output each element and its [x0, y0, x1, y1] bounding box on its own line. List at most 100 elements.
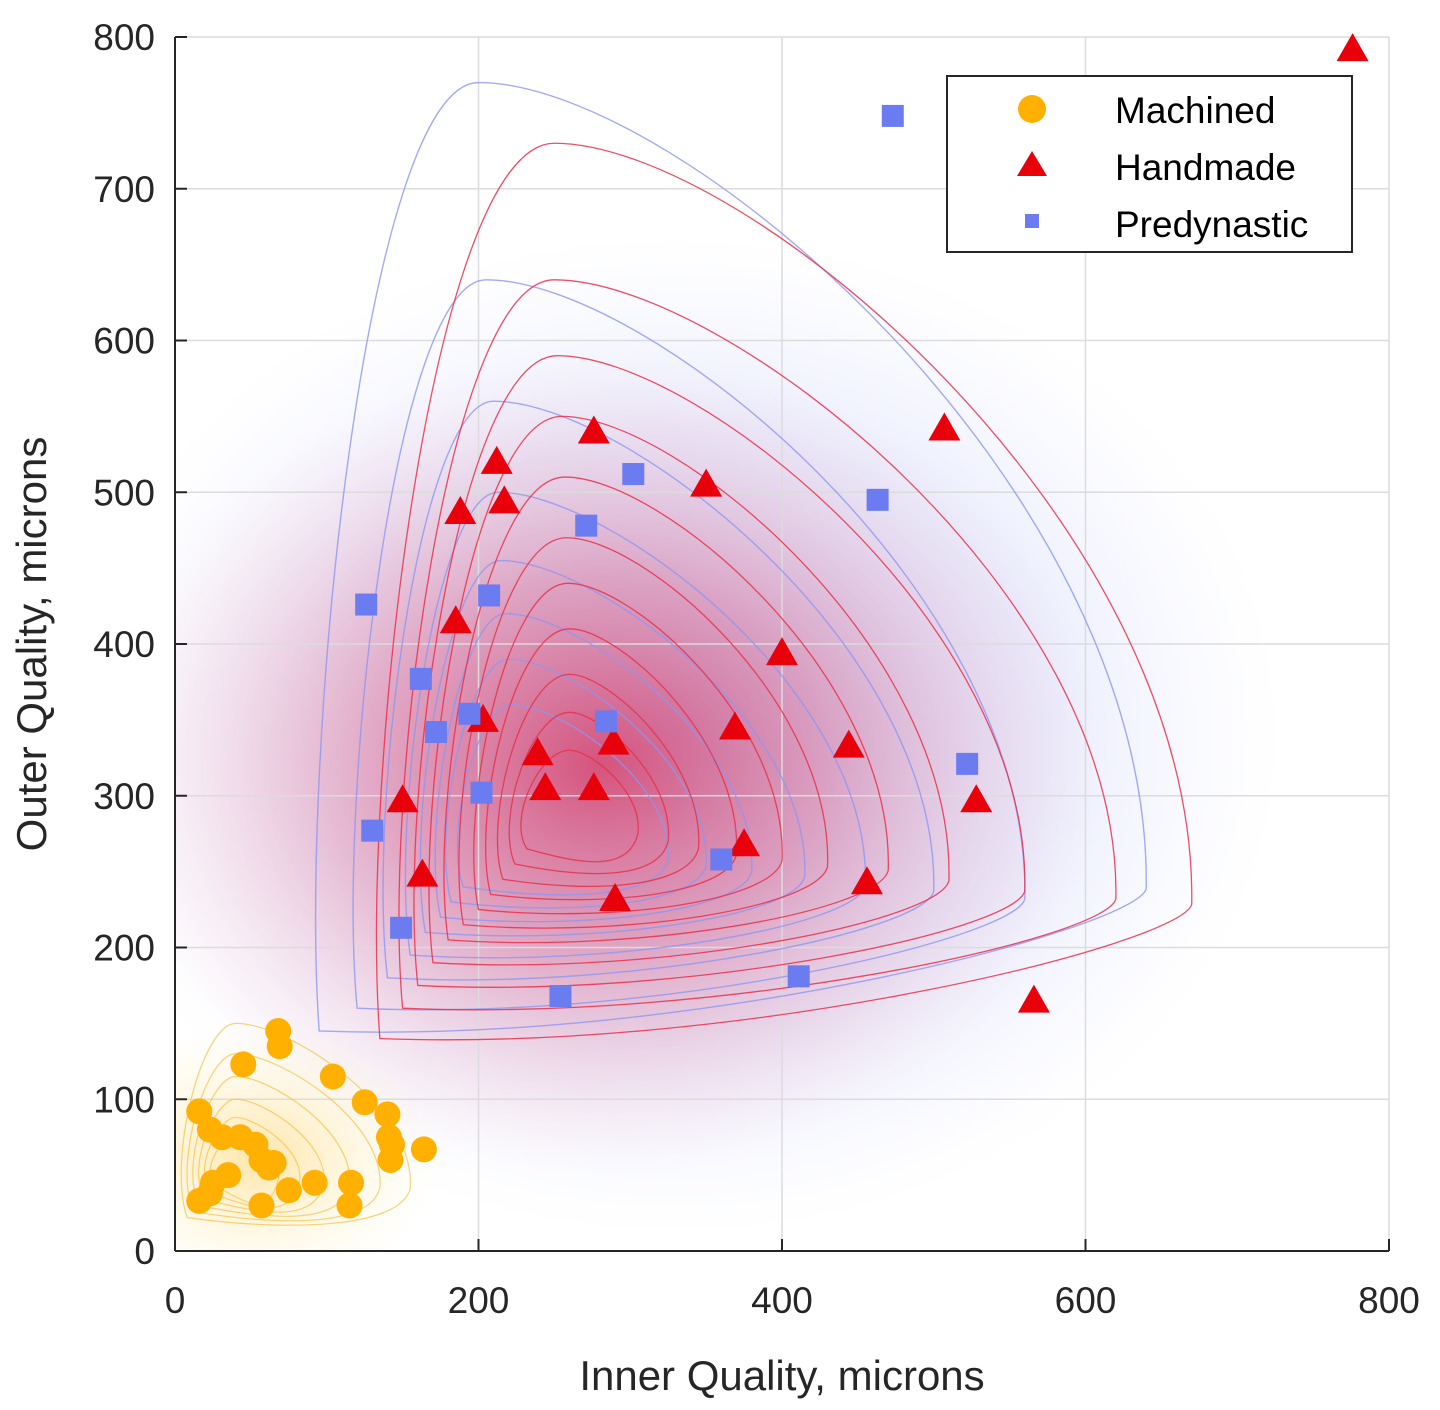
handmade-point [444, 495, 477, 524]
predynastic-point [710, 848, 733, 871]
handmade-contour [496, 673, 700, 887]
predynastic-contour [434, 612, 753, 923]
handmade-point [690, 468, 723, 497]
predynastic-contour [404, 491, 867, 959]
handmade-point [529, 772, 562, 801]
handmade-point [599, 882, 632, 911]
legend: Machined Handmade Predynastic [946, 75, 1353, 253]
machined-point [230, 1051, 257, 1078]
x-tick-label: 400 [751, 1280, 813, 1321]
predynastic-contour [382, 400, 935, 981]
x-axis-label: Inner Quality, microns [579, 1352, 984, 1399]
y-axis-label: Outer Quality, microns [8, 437, 55, 852]
machined-point [338, 1169, 365, 1196]
legend-label-predynastic: Predynastic [1115, 204, 1308, 245]
machined-point [374, 1101, 401, 1128]
y-tick-label: 0 [134, 1231, 155, 1272]
machined-point [260, 1149, 287, 1176]
handmade-point [960, 784, 993, 813]
handmade-point [467, 703, 500, 732]
machined-point [377, 1146, 404, 1173]
handmade-contour [413, 355, 1026, 988]
y-tick-label: 400 [93, 624, 155, 665]
handmade-point [488, 485, 521, 514]
handmade-point [928, 412, 961, 441]
predynastic-point [361, 819, 384, 842]
predynastic-point [622, 463, 645, 486]
handmade-point [577, 415, 610, 444]
handmade-point [850, 866, 883, 895]
handmade-point [480, 445, 513, 474]
handmade-point [718, 711, 751, 740]
legend-marker-predynastic [1025, 214, 1039, 228]
handmade-point [1017, 984, 1050, 1013]
machined-density [175, 1020, 441, 1251]
machined-point [209, 1124, 236, 1151]
predynastic-point [478, 584, 501, 607]
machined-point [215, 1162, 242, 1189]
machined-point [186, 1187, 213, 1214]
predynastic-point [409, 667, 432, 690]
y-tick-label: 800 [93, 17, 155, 58]
predynastic-point [866, 488, 889, 511]
handmade-point [832, 729, 865, 758]
handmade-point [766, 637, 798, 666]
legend-box [946, 75, 1353, 253]
handmade-contour [458, 537, 829, 929]
handmade-point [597, 726, 630, 755]
predynastic-point [470, 781, 493, 804]
handmade-point [577, 772, 610, 801]
machined-point [319, 1063, 346, 1090]
handmade-point [728, 828, 761, 857]
handmade-point [521, 737, 554, 766]
handmade-point [386, 784, 419, 813]
predynastic-point [594, 710, 617, 733]
handmade-contour [485, 628, 738, 901]
data-points [186, 33, 1369, 1219]
machined-point [275, 1177, 302, 1204]
predynastic-contour [352, 279, 1026, 1011]
handmade-density [175, 355, 1101, 1176]
predynastic-contour [419, 559, 806, 937]
predynastic-contour [456, 703, 669, 896]
x-tick-label: 200 [448, 1280, 510, 1321]
handmade-point [439, 605, 472, 634]
y-tick-label: 700 [93, 169, 155, 210]
predynastic-point [787, 965, 810, 988]
predynastic-point [956, 752, 979, 775]
machined-point [301, 1169, 328, 1196]
legend-label-machined: Machined [1115, 90, 1275, 131]
machined-point [266, 1033, 293, 1060]
handmade-contour [520, 749, 639, 863]
legend-marker-handmade [1017, 151, 1047, 176]
predynastic-contour [314, 81, 1147, 1033]
predynastic-point [549, 985, 572, 1008]
handmade-contour [508, 711, 669, 875]
x-tick-label: 800 [1358, 1280, 1420, 1321]
predynastic-point [458, 702, 481, 725]
machined-point [351, 1089, 378, 1116]
handmade-contour [398, 279, 1117, 1011]
predynastic-point [575, 514, 598, 537]
predynastic-point [355, 593, 378, 616]
y-tick-label: 300 [93, 776, 155, 817]
axes: 0 200 400 600 800 0 100 200 300 400 500 600 700 800 [93, 17, 1420, 1321]
predynastic-point [425, 721, 448, 744]
legend-label-handmade: Handmade [1115, 147, 1296, 188]
y-tick-label: 600 [93, 321, 155, 362]
handmade-contour [473, 582, 783, 915]
handmade-point [1336, 33, 1369, 62]
x-tick-label: 600 [1055, 1280, 1117, 1321]
machined-point [336, 1192, 363, 1219]
machined-point [410, 1136, 437, 1163]
predynastic-point [390, 916, 413, 939]
y-tick-label: 500 [93, 472, 155, 513]
handmade-contour [375, 142, 1193, 1041]
y-tick-label: 100 [93, 1079, 155, 1120]
machined-point [248, 1192, 275, 1219]
predynastic-point [881, 104, 904, 127]
handmade-point [406, 858, 439, 887]
y-tick-label: 200 [93, 928, 155, 969]
x-tick-label: 0 [165, 1280, 186, 1321]
